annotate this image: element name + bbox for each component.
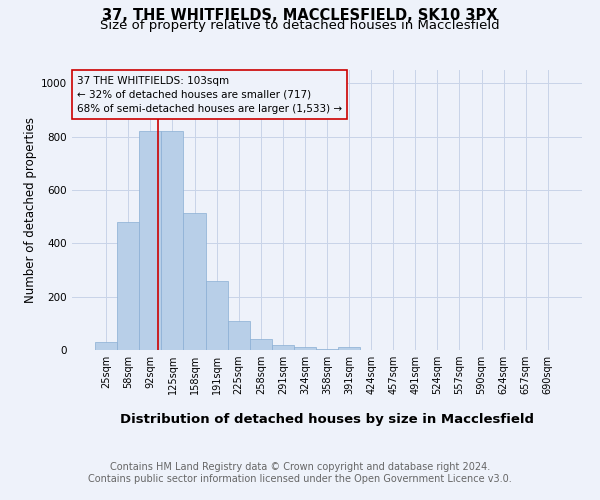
Bar bbox=[250, 340, 272, 350]
Text: 37 THE WHITFIELDS: 103sqm
← 32% of detached houses are smaller (717)
68% of semi: 37 THE WHITFIELDS: 103sqm ← 32% of detac… bbox=[77, 76, 342, 114]
Bar bbox=[294, 348, 316, 350]
Bar bbox=[161, 132, 184, 350]
Bar bbox=[272, 344, 294, 350]
Text: Contains HM Land Registry data © Crown copyright and database right 2024.: Contains HM Land Registry data © Crown c… bbox=[110, 462, 490, 472]
Bar bbox=[338, 348, 360, 350]
Text: Contains public sector information licensed under the Open Government Licence v3: Contains public sector information licen… bbox=[88, 474, 512, 484]
Bar bbox=[117, 222, 139, 350]
Y-axis label: Number of detached properties: Number of detached properties bbox=[24, 117, 37, 303]
Bar bbox=[184, 212, 206, 350]
Bar bbox=[95, 342, 117, 350]
Bar bbox=[316, 348, 338, 350]
Text: Size of property relative to detached houses in Macclesfield: Size of property relative to detached ho… bbox=[100, 18, 500, 32]
Text: Distribution of detached houses by size in Macclesfield: Distribution of detached houses by size … bbox=[120, 412, 534, 426]
Bar bbox=[227, 320, 250, 350]
Bar bbox=[139, 132, 161, 350]
Bar bbox=[206, 280, 227, 350]
Text: 37, THE WHITFIELDS, MACCLESFIELD, SK10 3PX: 37, THE WHITFIELDS, MACCLESFIELD, SK10 3… bbox=[102, 8, 498, 22]
